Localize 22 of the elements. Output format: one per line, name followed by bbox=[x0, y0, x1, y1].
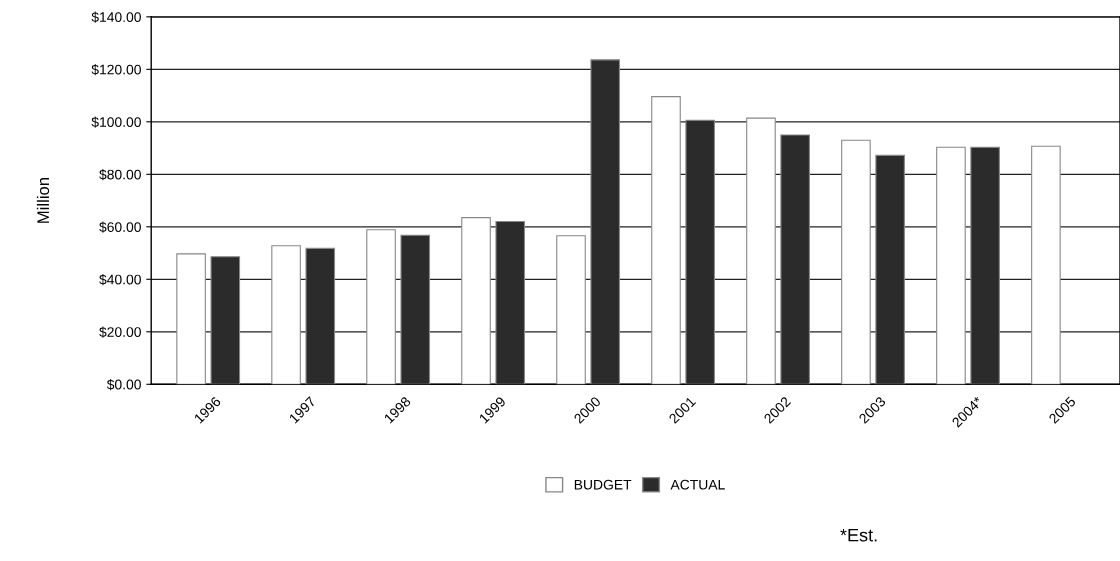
bar bbox=[176, 253, 206, 385]
y-tick-label: $60.00 bbox=[99, 221, 141, 233]
y-tick-label: $120.00 bbox=[91, 64, 141, 76]
bar bbox=[556, 235, 586, 385]
bar bbox=[366, 229, 396, 385]
bar bbox=[936, 146, 966, 385]
y-tick-label: $0.00 bbox=[106, 379, 141, 391]
y-tick-label: $100.00 bbox=[91, 116, 141, 128]
text: *Est. bbox=[840, 528, 877, 542]
y-axis-title: Million bbox=[36, 178, 50, 223]
legend-label: BUDGET bbox=[574, 479, 632, 490]
bar bbox=[271, 245, 301, 385]
bar bbox=[1031, 145, 1061, 385]
bar bbox=[651, 96, 681, 385]
y-tick-label: $40.00 bbox=[99, 274, 141, 286]
bar bbox=[461, 217, 491, 385]
y-tick-label: $20.00 bbox=[99, 326, 141, 338]
bar bbox=[841, 139, 871, 385]
y-tick-label: $140.00 bbox=[91, 11, 141, 23]
y-tick-label: $80.00 bbox=[99, 169, 141, 181]
bar bbox=[746, 117, 776, 385]
legend-label: ACTUAL bbox=[670, 479, 725, 490]
